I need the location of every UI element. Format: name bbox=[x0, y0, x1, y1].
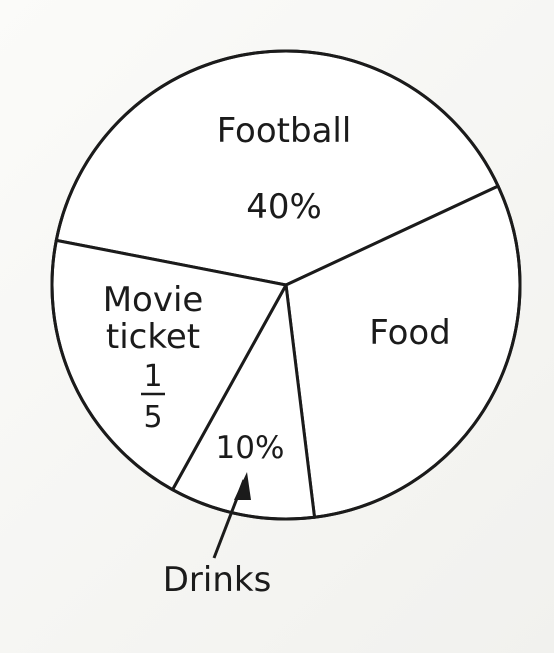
value-football: 40% bbox=[246, 187, 322, 227]
label-food: Food bbox=[369, 313, 451, 353]
fraction-denominator: 5 bbox=[143, 400, 162, 435]
label-movie-line1: Movie bbox=[103, 280, 204, 320]
pie-outline bbox=[50, 49, 522, 521]
fraction-numerator: 1 bbox=[143, 359, 162, 394]
label-football: Football bbox=[217, 111, 352, 151]
label-movie-line2: ticket bbox=[106, 317, 200, 357]
label-drinks: Drinks bbox=[163, 560, 272, 600]
value-drinks: 10% bbox=[216, 430, 285, 466]
drinks-pointer-arrowhead bbox=[234, 472, 251, 500]
